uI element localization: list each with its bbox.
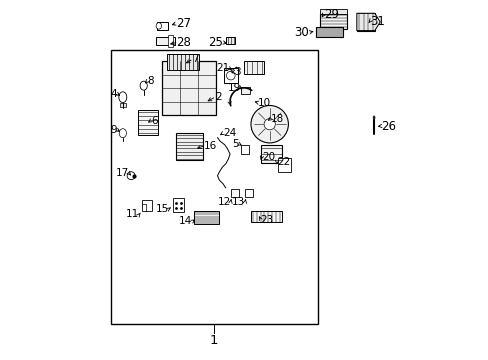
Ellipse shape — [226, 71, 235, 80]
Text: 15: 15 — [155, 204, 168, 214]
Text: 22: 22 — [276, 157, 289, 167]
Bar — [120, 103, 125, 107]
Bar — [277, 158, 291, 172]
Polygon shape — [356, 13, 380, 31]
Text: 21: 21 — [216, 63, 229, 73]
Bar — [157, 22, 167, 30]
Ellipse shape — [119, 92, 126, 103]
Text: 31: 31 — [369, 15, 384, 28]
Text: 11: 11 — [126, 209, 139, 219]
Text: 26: 26 — [381, 120, 395, 132]
Text: 30: 30 — [294, 26, 309, 39]
Bar — [173, 198, 183, 212]
Text: 12: 12 — [217, 197, 230, 207]
Text: 20: 20 — [261, 152, 274, 162]
Bar — [194, 211, 219, 224]
Bar — [244, 189, 253, 197]
Text: 18: 18 — [270, 114, 283, 124]
Bar — [240, 87, 249, 94]
Text: 3: 3 — [234, 67, 241, 77]
Ellipse shape — [264, 118, 275, 130]
Text: 14: 14 — [179, 216, 192, 226]
Text: 13: 13 — [231, 197, 244, 207]
Ellipse shape — [156, 23, 161, 29]
Bar — [167, 35, 173, 47]
Text: 19: 19 — [227, 83, 241, 93]
Ellipse shape — [140, 81, 147, 90]
Bar — [316, 27, 343, 37]
Text: 29: 29 — [323, 8, 338, 21]
Text: 5: 5 — [232, 139, 239, 149]
Bar — [156, 37, 175, 45]
Bar — [241, 145, 249, 154]
Text: 25: 25 — [207, 36, 223, 49]
Text: 27: 27 — [176, 17, 191, 30]
Text: 6: 6 — [151, 116, 157, 126]
Text: 8: 8 — [147, 76, 154, 86]
Ellipse shape — [372, 116, 374, 120]
Text: 7: 7 — [192, 54, 199, 64]
Bar — [230, 189, 238, 197]
Bar — [226, 37, 235, 44]
Bar — [320, 14, 346, 29]
Bar — [142, 200, 152, 211]
Ellipse shape — [250, 105, 288, 143]
Text: 28: 28 — [176, 36, 191, 49]
Text: 4: 4 — [110, 89, 117, 99]
Text: 10: 10 — [258, 98, 271, 108]
Bar — [111, 50, 318, 324]
Bar — [223, 68, 238, 83]
Bar — [260, 145, 282, 163]
Bar — [320, 9, 346, 14]
Bar — [162, 61, 215, 115]
Text: 17: 17 — [115, 168, 128, 178]
Text: 24: 24 — [223, 128, 236, 138]
Bar — [167, 54, 199, 70]
Bar — [176, 133, 203, 160]
Text: 16: 16 — [204, 141, 217, 151]
Bar — [250, 211, 281, 222]
Ellipse shape — [127, 172, 135, 180]
Bar — [356, 13, 374, 31]
Text: 2: 2 — [215, 92, 221, 102]
Text: 1: 1 — [209, 334, 218, 347]
Text: 9: 9 — [110, 125, 117, 135]
Ellipse shape — [119, 129, 126, 138]
Bar — [138, 110, 158, 135]
Bar — [244, 61, 264, 74]
Text: 23: 23 — [260, 215, 273, 225]
